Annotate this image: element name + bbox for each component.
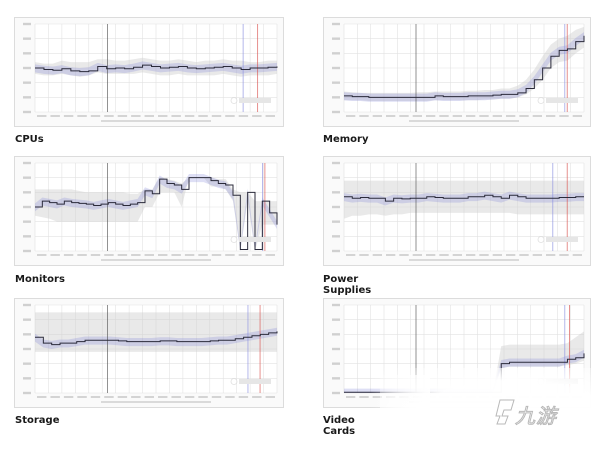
chart-title: CPUs <box>15 134 44 145</box>
watermark-overlay <box>380 368 600 449</box>
line-chart <box>23 22 278 122</box>
chart-title: Video Cards <box>323 415 356 437</box>
line-chart <box>23 303 278 403</box>
9game-logo-icon <box>495 399 515 425</box>
watermark-text: 九游 <box>515 404 557 429</box>
chart-frame <box>323 17 591 127</box>
chart-title: Power Supplies <box>323 274 372 296</box>
chart-frame <box>14 298 284 408</box>
chart-frame <box>14 156 284 266</box>
chart-title: Monitors <box>15 274 65 285</box>
chart-title: Memory <box>323 134 369 145</box>
chart-frame <box>323 156 591 266</box>
line-chart <box>23 161 278 261</box>
line-chart <box>332 161 585 261</box>
chart-title: Storage <box>15 415 60 426</box>
line-chart <box>332 22 585 122</box>
chart-frame <box>14 17 284 127</box>
